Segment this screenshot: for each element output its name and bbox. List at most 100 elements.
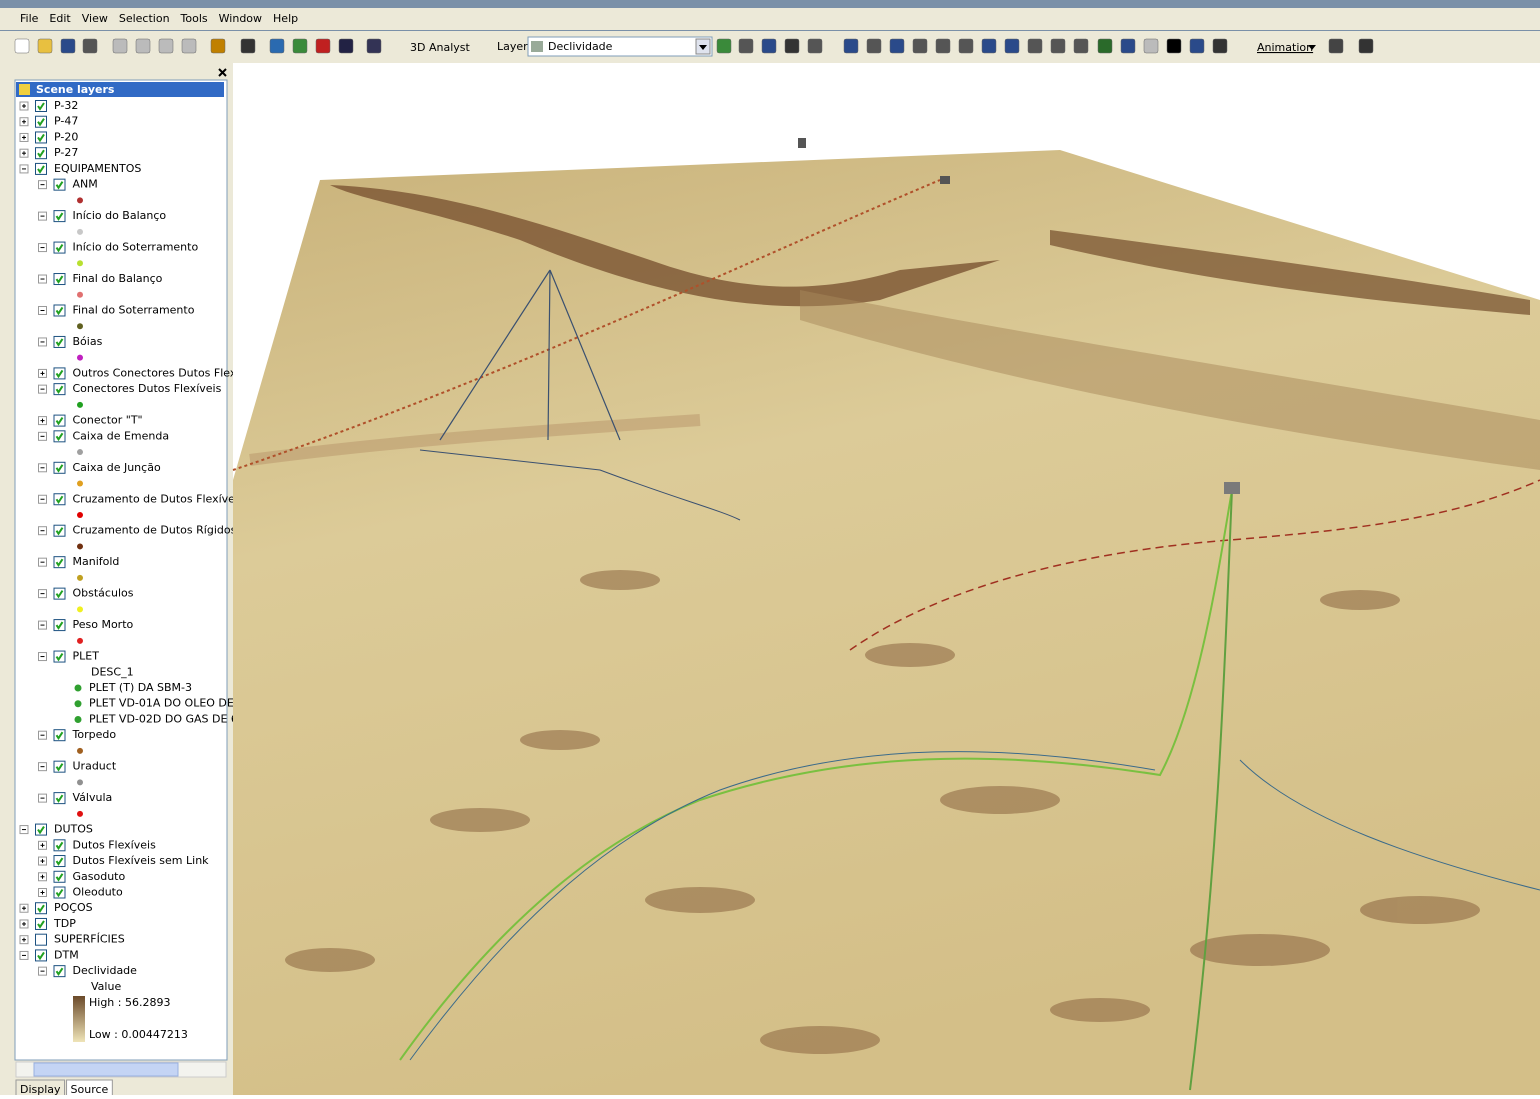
tab[interactable]: Source bbox=[66, 1079, 113, 1097]
tool-button[interactable] bbox=[1097, 38, 1113, 54]
tool-button[interactable] bbox=[158, 38, 174, 54]
tool-button[interactable] bbox=[1166, 38, 1182, 54]
tool-button[interactable] bbox=[82, 38, 98, 54]
tool-button[interactable] bbox=[14, 38, 30, 54]
tool-button[interactable] bbox=[37, 38, 53, 54]
tool-button[interactable] bbox=[210, 38, 226, 54]
check-mark bbox=[55, 590, 64, 599]
layer-label[interactable]: Válvula bbox=[73, 791, 113, 804]
tool-button[interactable] bbox=[981, 38, 997, 54]
tool-button[interactable] bbox=[1358, 38, 1374, 54]
animation-menu[interactable]: Animation bbox=[1257, 41, 1313, 54]
tool-button[interactable] bbox=[1120, 38, 1136, 54]
check-mark bbox=[55, 432, 64, 442]
layer-checkbox[interactable] bbox=[35, 933, 47, 946]
tool-button[interactable] bbox=[1050, 38, 1066, 54]
tool-button[interactable] bbox=[1328, 38, 1344, 54]
layer-label[interactable]: P-47 bbox=[54, 115, 78, 128]
layer-label[interactable]: DTM bbox=[54, 948, 79, 961]
layer-label[interactable]: POÇOS bbox=[54, 901, 93, 914]
layer-label[interactable]: Declividade bbox=[73, 964, 138, 977]
tab-label[interactable]: Source bbox=[71, 1083, 109, 1096]
layer-label[interactable]: Oleoduto bbox=[73, 886, 123, 899]
layer-label[interactable]: Conectores Dutos Flexíveis bbox=[73, 382, 222, 395]
layer-label[interactable]: Bóias bbox=[73, 335, 103, 348]
layer-label[interactable]: Final do Soterramento bbox=[73, 303, 195, 316]
tool-button[interactable] bbox=[784, 38, 800, 54]
tool-button[interactable] bbox=[292, 38, 308, 54]
layer-label[interactable]: Torpedo bbox=[72, 728, 117, 741]
layer-label[interactable]: Início do Balanço bbox=[73, 209, 167, 222]
analyst-label[interactable]: 3D Analyst bbox=[410, 41, 470, 54]
tool-button[interactable] bbox=[716, 38, 732, 54]
tool-button[interactable] bbox=[889, 38, 905, 54]
tool-button[interactable] bbox=[366, 38, 382, 54]
tab-label[interactable]: Display bbox=[20, 1083, 61, 1096]
layer-dropdown[interactable] bbox=[527, 36, 713, 57]
layer-label[interactable]: Uraduct bbox=[73, 760, 117, 773]
tab[interactable]: Display bbox=[15, 1079, 66, 1097]
layer-label[interactable]: Caixa de Emenda bbox=[73, 429, 170, 442]
layer-label[interactable]: ANM bbox=[73, 178, 98, 191]
layer-label[interactable]: P-20 bbox=[54, 130, 78, 143]
layer-label[interactable]: Obstáculos bbox=[73, 587, 134, 600]
layer-label[interactable]: PLET bbox=[73, 650, 100, 663]
layer-label[interactable]: Peso Morto bbox=[73, 618, 134, 631]
layer-label[interactable]: Manifold bbox=[73, 555, 120, 568]
tool-button[interactable] bbox=[1143, 38, 1159, 54]
ramp-high: High : 56.2893 bbox=[89, 996, 170, 1009]
layer-label[interactable]: EQUIPAMENTOS bbox=[54, 162, 141, 175]
tool-button[interactable] bbox=[60, 38, 76, 54]
scroll-thumb[interactable] bbox=[33, 1062, 179, 1077]
menu-item[interactable]: File bbox=[20, 12, 39, 25]
tool-button[interactable] bbox=[958, 38, 974, 54]
layer-label[interactable]: Outros Conectores Dutos Flexíve bbox=[73, 366, 253, 379]
layer-label[interactable]: SUPERFÍCIES bbox=[54, 933, 125, 946]
layer-label[interactable]: Dutos Flexíveis sem Link bbox=[73, 854, 210, 867]
layer-label[interactable]: TDP bbox=[53, 917, 76, 930]
tool-button[interactable] bbox=[135, 38, 151, 54]
tool-button[interactable] bbox=[1027, 38, 1043, 54]
tool-button[interactable] bbox=[1189, 38, 1205, 54]
layer-label[interactable]: Cruzamento de Dutos Flexíveis bbox=[73, 492, 244, 505]
layer-label[interactable]: Gasoduto bbox=[73, 870, 126, 883]
check-mark bbox=[55, 841, 64, 851]
check-mark bbox=[37, 165, 45, 174]
menu-item[interactable]: View bbox=[82, 12, 108, 25]
animation-arrow bbox=[1308, 45, 1316, 50]
tool-button[interactable] bbox=[761, 38, 777, 54]
menu-item[interactable]: Help bbox=[273, 12, 298, 25]
layer-value: Declividade bbox=[548, 40, 613, 53]
tool-button[interactable] bbox=[912, 38, 928, 54]
tool-button[interactable] bbox=[315, 38, 331, 54]
tool-button[interactable] bbox=[338, 38, 354, 54]
tool-button[interactable] bbox=[843, 38, 859, 54]
tool-button[interactable] bbox=[1073, 38, 1089, 54]
tool-button[interactable] bbox=[269, 38, 285, 54]
layer-label[interactable]: Início do Soterramento bbox=[73, 241, 199, 254]
tool-button[interactable] bbox=[112, 38, 128, 54]
layer-label[interactable]: P-32 bbox=[54, 99, 78, 112]
tool-button[interactable] bbox=[807, 38, 823, 54]
layer-label[interactable]: Final do Balanço bbox=[73, 272, 163, 285]
check-mark bbox=[55, 873, 64, 882]
analyst-menu[interactable] bbox=[403, 37, 481, 57]
tool-button[interactable] bbox=[1004, 38, 1020, 54]
tool-button[interactable] bbox=[240, 38, 256, 54]
tool-button[interactable] bbox=[181, 38, 197, 54]
layer-label[interactable]: Dutos Flexíveis bbox=[73, 838, 157, 851]
tool-button[interactable] bbox=[935, 38, 951, 54]
menu-item[interactable]: Tools bbox=[180, 12, 208, 25]
layer-label[interactable]: Caixa de Junção bbox=[73, 461, 161, 474]
layer-label[interactable]: DUTOS bbox=[54, 823, 93, 836]
layer-label[interactable]: Cruzamento de Dutos Rígidos bbox=[73, 524, 237, 537]
menu-item[interactable]: Edit bbox=[49, 12, 71, 25]
tool-button[interactable] bbox=[866, 38, 882, 54]
tool-button[interactable] bbox=[738, 38, 754, 54]
menu-item[interactable]: Window bbox=[219, 12, 262, 25]
layer-label[interactable]: Conector "T" bbox=[73, 414, 143, 427]
layer-label[interactable]: P-27 bbox=[54, 146, 78, 159]
tool-button[interactable] bbox=[1212, 38, 1228, 54]
platform bbox=[798, 138, 806, 148]
menu-item[interactable]: Selection bbox=[119, 12, 170, 25]
